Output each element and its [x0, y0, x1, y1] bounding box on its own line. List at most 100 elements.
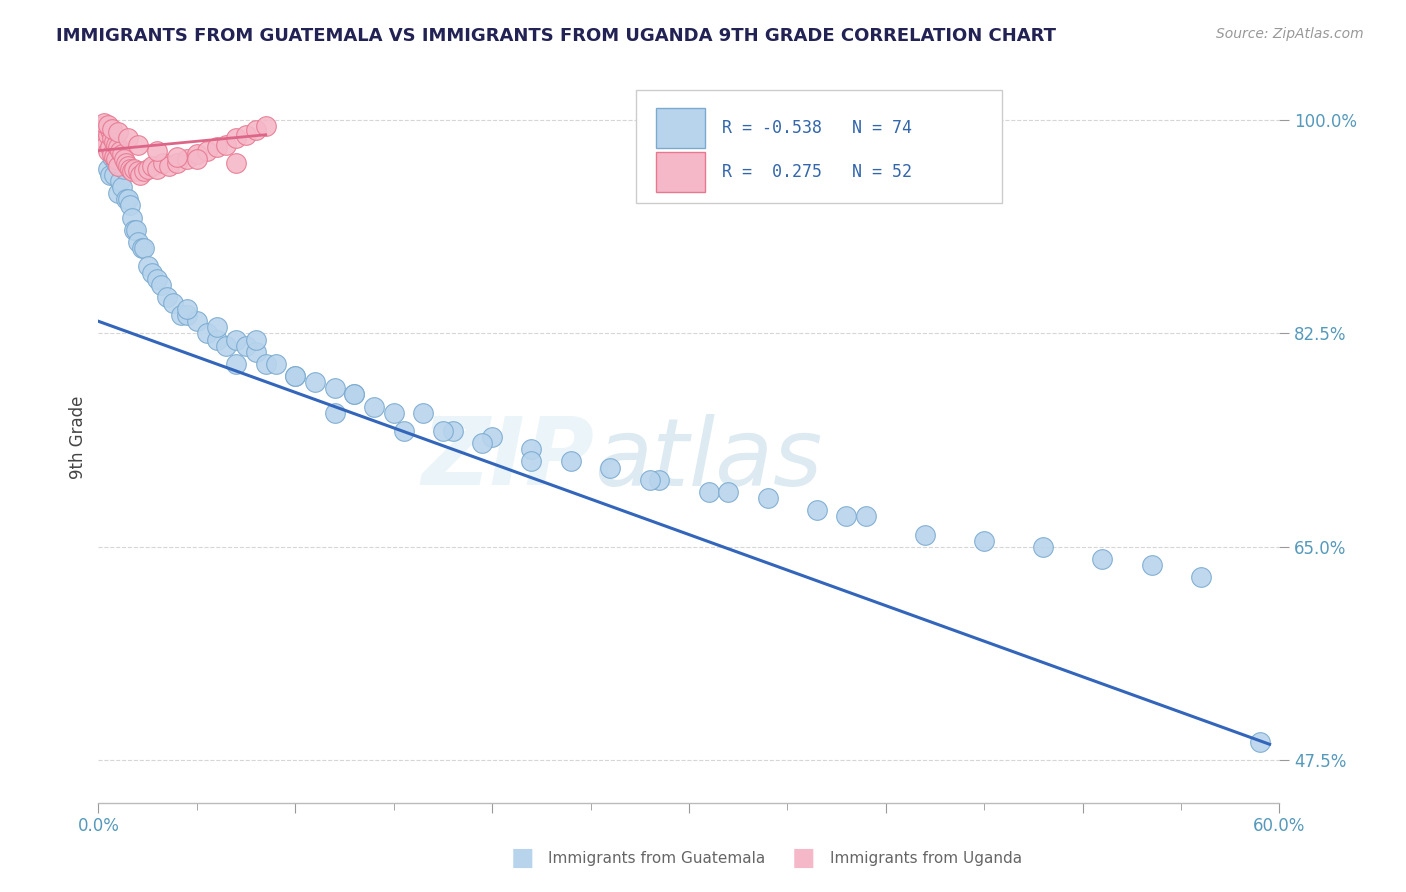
- Point: [118, 161, 141, 176]
- Point: [117, 131, 139, 145]
- Point: [176, 301, 198, 317]
- Point: [111, 147, 134, 161]
- Bar: [655, 152, 706, 192]
- Point: [195, 326, 218, 341]
- Bar: [655, 108, 706, 148]
- Point: [107, 186, 129, 201]
- Point: [112, 161, 135, 176]
- Point: [132, 241, 155, 255]
- Point: [97, 118, 120, 132]
- Point: [284, 369, 307, 384]
- Point: [382, 406, 405, 420]
- Point: [132, 164, 155, 178]
- Point: [1140, 558, 1163, 573]
- Point: [141, 160, 163, 174]
- Point: [97, 144, 120, 158]
- Text: Immigrants from Guatemala: Immigrants from Guatemala: [548, 851, 766, 865]
- Point: [166, 150, 188, 164]
- Point: [835, 509, 858, 524]
- Point: [146, 161, 169, 176]
- Point: [304, 376, 326, 390]
- Point: [91, 120, 114, 134]
- Point: [150, 277, 173, 292]
- Point: [93, 115, 115, 129]
- Point: [131, 241, 153, 255]
- Point: [112, 152, 135, 166]
- Point: [806, 503, 828, 517]
- Point: [166, 155, 188, 169]
- Point: [717, 485, 740, 500]
- Point: [176, 308, 198, 322]
- Point: [97, 161, 120, 176]
- Point: [225, 131, 247, 145]
- Point: [1091, 552, 1114, 566]
- Point: [756, 491, 779, 505]
- Point: [111, 180, 134, 194]
- Point: [127, 235, 149, 249]
- Point: [205, 140, 228, 154]
- Point: [481, 430, 503, 444]
- Point: [245, 333, 267, 347]
- Point: [117, 192, 139, 206]
- Point: [105, 137, 128, 152]
- Point: [254, 357, 277, 371]
- Point: [101, 131, 124, 145]
- Point: [121, 211, 143, 225]
- Point: [186, 314, 208, 328]
- Point: [107, 125, 129, 139]
- Point: [98, 168, 121, 182]
- Point: [97, 128, 120, 142]
- Point: [264, 357, 287, 371]
- Point: [108, 174, 131, 188]
- Point: [441, 424, 464, 438]
- Point: [105, 155, 128, 169]
- Point: [235, 339, 257, 353]
- Point: [98, 123, 121, 137]
- Point: [205, 320, 228, 334]
- Point: [108, 144, 131, 158]
- Point: [103, 150, 125, 164]
- Text: atlas: atlas: [595, 414, 823, 505]
- Point: [96, 123, 118, 137]
- Point: [697, 485, 720, 500]
- Point: [156, 290, 179, 304]
- Point: [560, 454, 582, 468]
- Point: [1189, 570, 1212, 584]
- Point: [225, 333, 247, 347]
- Text: ■: ■: [510, 847, 534, 870]
- Point: [107, 140, 129, 154]
- Point: [122, 161, 145, 176]
- Point: [412, 406, 434, 420]
- Point: [117, 160, 139, 174]
- Point: [195, 144, 218, 158]
- Point: [141, 265, 163, 279]
- Point: [205, 333, 228, 347]
- Point: [101, 121, 124, 136]
- Point: [432, 424, 454, 438]
- Point: [105, 152, 128, 166]
- Y-axis label: 9th Grade: 9th Grade: [69, 395, 87, 479]
- Text: ZIP: ZIP: [422, 413, 595, 505]
- Point: [136, 260, 159, 274]
- Point: [186, 147, 208, 161]
- Point: [599, 460, 621, 475]
- Text: Source: ZipAtlas.com: Source: ZipAtlas.com: [1216, 27, 1364, 41]
- Point: [225, 155, 247, 169]
- Point: [855, 509, 877, 524]
- Point: [363, 400, 385, 414]
- Text: Immigrants from Uganda: Immigrants from Uganda: [830, 851, 1022, 865]
- Point: [520, 442, 543, 457]
- Point: [162, 296, 184, 310]
- Text: R =  0.275   N = 52: R = 0.275 N = 52: [723, 162, 912, 180]
- Point: [1032, 540, 1054, 554]
- Point: [103, 168, 125, 182]
- Point: [245, 344, 267, 359]
- Point: [96, 137, 118, 152]
- Point: [121, 164, 143, 178]
- Point: [254, 120, 277, 134]
- Point: [471, 436, 494, 450]
- FancyBboxPatch shape: [636, 90, 1002, 203]
- Point: [284, 369, 307, 384]
- Point: [170, 308, 193, 322]
- Point: [235, 128, 257, 142]
